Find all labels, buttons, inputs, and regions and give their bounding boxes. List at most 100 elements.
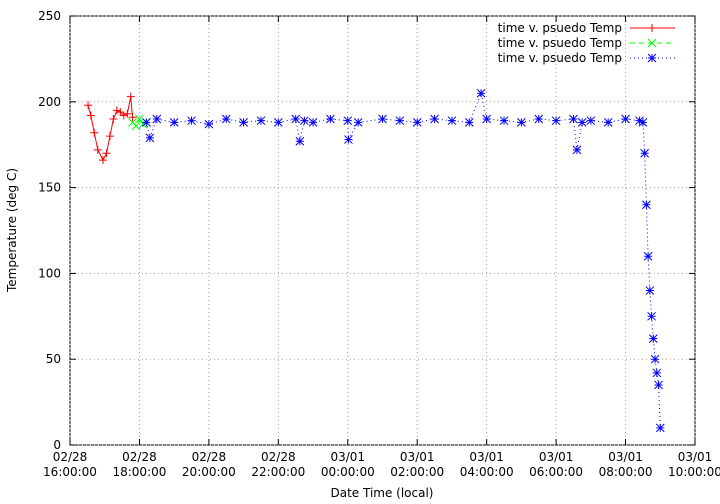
data-point [603,118,613,127]
y-tick-label: 0 [53,438,61,452]
data-point [642,200,651,210]
data-point [169,118,179,127]
y-tick-label: 100 [38,266,61,280]
data-point [353,118,363,127]
data-point [430,114,439,124]
x-tick-label: 16:00:00 [43,465,97,479]
data-point [640,148,650,158]
data-point [256,116,266,126]
data-point [187,116,196,126]
y-tick-label: 250 [38,9,61,23]
x-tick-label: 04:00:00 [460,465,514,479]
x-tick-label: 03/01 [400,450,435,464]
data-point [119,111,128,120]
data-point [116,108,125,117]
legend-marker [647,38,657,48]
x-tick-label: 02/28 [122,450,157,464]
x-tick-label: 02/28 [53,450,88,464]
data-point [326,114,335,124]
x-tick-label: 22:00:00 [251,465,305,479]
x-tick-label: 02:00:00 [390,465,444,479]
data-point [102,149,111,158]
x-tick-label: 08:00:00 [599,465,653,479]
data-point [93,145,102,154]
data-point [655,423,665,433]
data-point [86,111,95,120]
data-point [569,114,578,124]
data-point [499,116,509,126]
x-axis-label: Date Time (local) [330,486,433,500]
data-point [344,135,353,144]
x-tick-label: 18:00:00 [112,465,166,479]
data-point [98,156,107,165]
data-point [648,334,658,343]
data-point [534,114,544,124]
data-point [621,114,630,124]
x-tick-label: 03/01 [330,450,365,464]
data-point [652,368,662,378]
data-point [300,116,309,126]
data-point [204,119,214,129]
data-point [517,118,526,127]
data-point [647,311,656,321]
y-axis-label: Temperature (deg C) [5,168,19,293]
data-point [90,128,99,137]
data-point [128,113,137,122]
x-tick-label: 03/01 [678,450,713,464]
data-point [84,101,93,110]
data-point [586,116,596,126]
data-point [152,114,162,124]
data-point [635,116,644,126]
series-line [145,91,661,428]
legend-label: time v. psuedo Temp [498,36,622,50]
data-point [645,286,655,295]
data-point [343,116,353,126]
data-point [273,118,283,127]
data-point [308,118,318,127]
data-point [145,133,155,143]
data-point [577,118,587,127]
y-tick-label: 150 [38,181,61,195]
series-line [87,96,133,162]
data-point [551,116,561,126]
data-point [650,354,660,364]
x-tick-label: 00:00:00 [321,465,375,479]
data-point [221,114,231,124]
data-point [643,251,653,261]
data-point [135,114,144,124]
x-tick-label: 03/01 [539,450,574,464]
legend-marker [647,53,657,63]
data-point [464,118,474,127]
x-tick-label: 10:00:00 [668,465,720,479]
data-point [572,145,582,155]
x-tick-label: 06:00:00 [529,465,583,479]
x-tick-label: 02/28 [261,450,296,464]
data-point [123,109,132,118]
data-point [378,114,387,124]
y-tick-label: 50 [46,352,61,366]
y-tick-label: 200 [38,95,61,109]
data-point [654,380,663,390]
plot-frame [69,15,696,446]
data-point [638,118,648,127]
data-point [476,88,486,98]
data-point [239,118,248,127]
legend-marker [648,24,656,32]
data-point [126,92,135,101]
x-tick-label: 03/01 [608,450,643,464]
legend-label: time v. psuedo Temp [498,51,622,65]
data-point [395,116,405,126]
x-tick-label: 20:00:00 [182,465,236,479]
data-point [412,118,422,127]
data-point [295,136,305,146]
data-point [142,118,151,127]
x-tick-label: 02/28 [192,450,227,464]
data-point [131,121,141,131]
data-point [109,114,118,123]
legend-label: time v. psuedo Temp [498,21,622,35]
x-tick-label: 03/01 [469,450,504,464]
data-point [112,106,121,115]
data-point [291,114,301,124]
data-point [447,116,457,126]
